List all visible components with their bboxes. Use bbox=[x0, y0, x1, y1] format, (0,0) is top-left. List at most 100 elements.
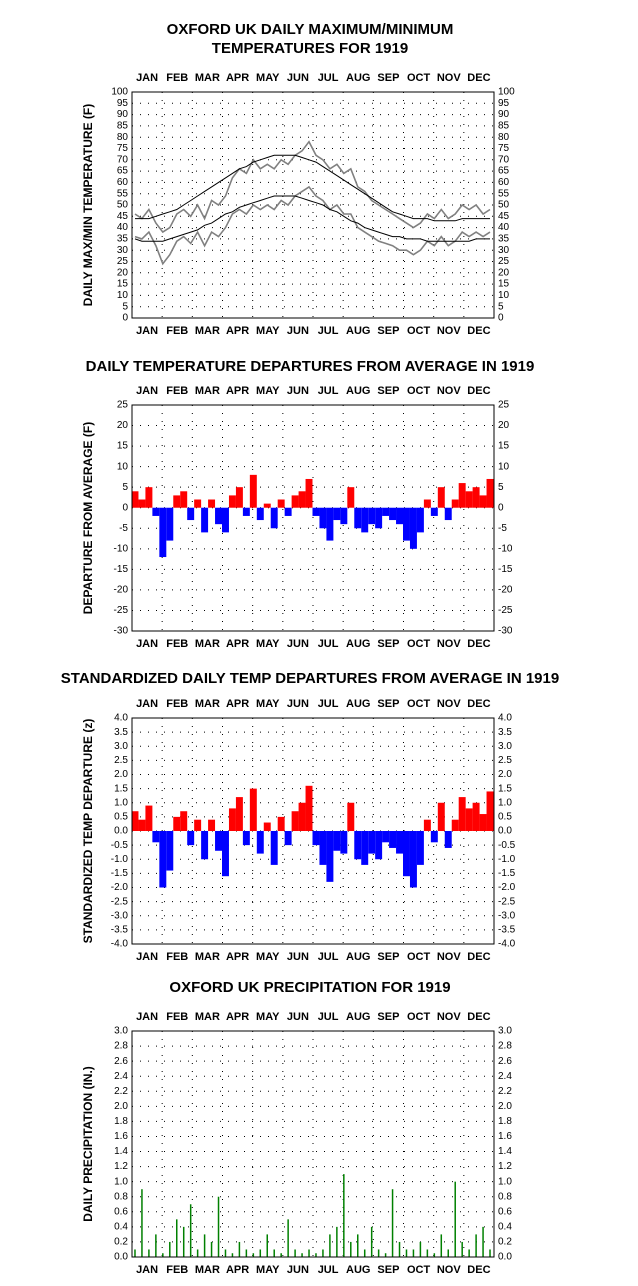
y-tick-label: -20 bbox=[114, 585, 129, 596]
bar bbox=[451, 819, 459, 831]
bar bbox=[368, 831, 376, 854]
y-tick-label: 100 bbox=[498, 87, 515, 98]
bar bbox=[270, 507, 278, 529]
bar bbox=[489, 1249, 491, 1257]
bar bbox=[423, 819, 431, 831]
bar bbox=[249, 788, 257, 831]
bar bbox=[363, 1249, 366, 1257]
y-tick-label: 10 bbox=[498, 461, 510, 472]
month-label: MAR bbox=[195, 325, 220, 337]
month-label: JUN bbox=[287, 1011, 309, 1023]
bar bbox=[287, 1219, 289, 1257]
y-tick-label: 2.0 bbox=[114, 1101, 128, 1112]
y-tick-label: 10 bbox=[117, 461, 129, 472]
bar bbox=[222, 831, 229, 877]
month-label: SEP bbox=[377, 1011, 399, 1023]
bar bbox=[194, 499, 202, 508]
y-tick-label: -2.5 bbox=[498, 896, 516, 907]
bar bbox=[361, 507, 369, 533]
bar bbox=[222, 507, 229, 533]
y-tick-label: 1.0 bbox=[114, 797, 128, 808]
bar bbox=[370, 1226, 373, 1257]
bar bbox=[444, 507, 452, 521]
bar bbox=[145, 487, 153, 508]
bar bbox=[465, 491, 473, 508]
month-label: APR bbox=[226, 1011, 249, 1023]
y-tick-label: 80 bbox=[498, 132, 510, 143]
y-tick-label: -3.0 bbox=[498, 910, 516, 921]
bar bbox=[291, 811, 299, 831]
bar bbox=[277, 816, 285, 831]
y-tick-label: 0 bbox=[122, 502, 128, 513]
bar bbox=[210, 1241, 213, 1257]
month-label: JUL bbox=[318, 325, 339, 337]
y-tick-label: 0.0 bbox=[114, 826, 128, 837]
bar bbox=[433, 1253, 436, 1257]
y-tick-label: 2.0 bbox=[114, 769, 128, 780]
y-tick-label: 3.0 bbox=[114, 741, 128, 752]
month-label: JUN bbox=[287, 951, 309, 963]
bar bbox=[416, 831, 424, 865]
bar bbox=[336, 1226, 338, 1257]
month-label: MAR bbox=[195, 1011, 220, 1023]
y-tick-label: 0.8 bbox=[498, 1191, 512, 1202]
bar bbox=[182, 1226, 185, 1257]
month-label: NOV bbox=[437, 1264, 462, 1276]
panel: OXFORD UK PRECIPITATION FOR 1919 DAILY PR… bbox=[81, 979, 512, 1276]
month-label: DEC bbox=[467, 72, 490, 84]
month-label: OCT bbox=[407, 1264, 431, 1276]
bar bbox=[333, 831, 341, 851]
y-tick-label: 70 bbox=[117, 154, 129, 165]
bar bbox=[203, 1234, 206, 1257]
y-tick-label: 1.8 bbox=[114, 1116, 128, 1127]
month-label: JUN bbox=[287, 638, 309, 650]
bar bbox=[256, 831, 264, 854]
bar bbox=[259, 1249, 262, 1257]
bar bbox=[242, 831, 250, 846]
month-label: SEP bbox=[377, 951, 399, 963]
bar bbox=[194, 819, 202, 831]
month-label: MAR bbox=[195, 951, 220, 963]
y-axis-label: DAILY PRECIPITATION (IN.) bbox=[81, 1066, 95, 1222]
month-label: DEC bbox=[467, 951, 490, 963]
month-label: OCT bbox=[407, 385, 431, 397]
y-tick-label: 0.6 bbox=[498, 1206, 512, 1217]
bar bbox=[375, 507, 383, 529]
bar bbox=[312, 507, 320, 516]
bar bbox=[472, 487, 480, 508]
month-label: JUN bbox=[287, 1264, 309, 1276]
y-tick-label: 5 bbox=[122, 482, 128, 493]
bar bbox=[405, 1249, 408, 1257]
panel: STANDARDIZED DAILY TEMP DEPARTURES FROM … bbox=[61, 670, 559, 963]
month-label: FEB bbox=[166, 1011, 188, 1023]
y-tick-label: -15 bbox=[114, 564, 129, 575]
bar bbox=[475, 1234, 477, 1257]
chart-title: TEMPERATURES FOR 1919 bbox=[212, 40, 408, 57]
bar bbox=[426, 1249, 429, 1257]
month-label: APR bbox=[226, 698, 249, 710]
bar bbox=[298, 802, 306, 831]
month-label: SEP bbox=[377, 325, 399, 337]
y-tick-label: 85 bbox=[498, 121, 510, 132]
bar bbox=[403, 507, 410, 541]
bar bbox=[180, 491, 188, 508]
month-label: DEC bbox=[467, 385, 490, 397]
month-label: AUG bbox=[346, 325, 370, 337]
y-tick-label: 65 bbox=[117, 166, 129, 177]
bar bbox=[409, 507, 417, 549]
y-tick-label: 1.8 bbox=[498, 1116, 512, 1127]
month-label: APR bbox=[226, 385, 249, 397]
y-tick-label: 15 bbox=[117, 441, 129, 452]
bar bbox=[312, 831, 320, 846]
bar bbox=[454, 1181, 456, 1257]
bar bbox=[412, 1249, 415, 1257]
y-tick-label: 95 bbox=[117, 98, 129, 109]
bar bbox=[340, 831, 348, 854]
bar bbox=[419, 1241, 422, 1257]
bar bbox=[242, 507, 250, 516]
y-tick-label: 0 bbox=[498, 313, 504, 324]
bar bbox=[354, 507, 362, 529]
bar bbox=[350, 1241, 352, 1257]
bar bbox=[479, 495, 487, 508]
y-tick-label: 45 bbox=[498, 211, 510, 222]
